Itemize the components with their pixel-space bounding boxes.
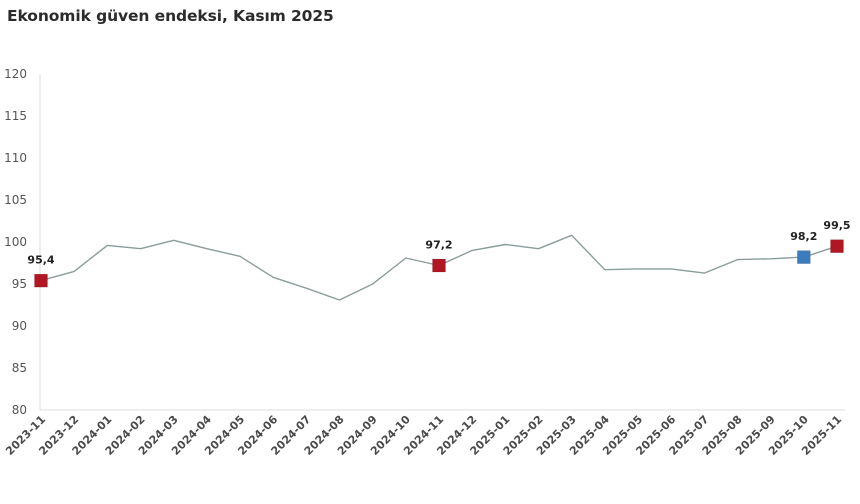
y-tick-label: 115 bbox=[4, 109, 27, 123]
highlight-markers bbox=[34, 239, 844, 288]
highlight-marker bbox=[34, 273, 48, 288]
chart-title: Ekonomik güven endeksi, Kasım 2025 bbox=[7, 7, 334, 25]
data-labels: 95,4 97,2 98,2 99,5 bbox=[27, 219, 850, 266]
highlight-marker bbox=[432, 258, 446, 273]
data-label: 99,5 bbox=[823, 219, 850, 232]
highlight-marker bbox=[830, 239, 844, 253]
x-axis-ticks: 2023-112023-122024-012024-022024-032024-… bbox=[3, 413, 844, 458]
y-axis-ticks: 80 85 90 95 100 105 110 115 120 bbox=[4, 67, 27, 417]
data-label: 97,2 bbox=[425, 239, 452, 252]
y-tick-label: 105 bbox=[4, 193, 27, 207]
y-tick-label: 95 bbox=[12, 277, 27, 291]
y-tick-label: 120 bbox=[4, 67, 27, 81]
y-tick-label: 90 bbox=[12, 319, 27, 333]
y-tick-label: 100 bbox=[4, 235, 27, 249]
chart-axes bbox=[39, 74, 845, 411]
y-tick-label: 110 bbox=[4, 151, 27, 165]
highlight-marker bbox=[797, 250, 811, 264]
y-tick-label: 85 bbox=[12, 361, 27, 375]
y-tick-label: 80 bbox=[12, 403, 27, 417]
data-label: 98,2 bbox=[790, 230, 817, 243]
data-label: 95,4 bbox=[27, 254, 54, 267]
